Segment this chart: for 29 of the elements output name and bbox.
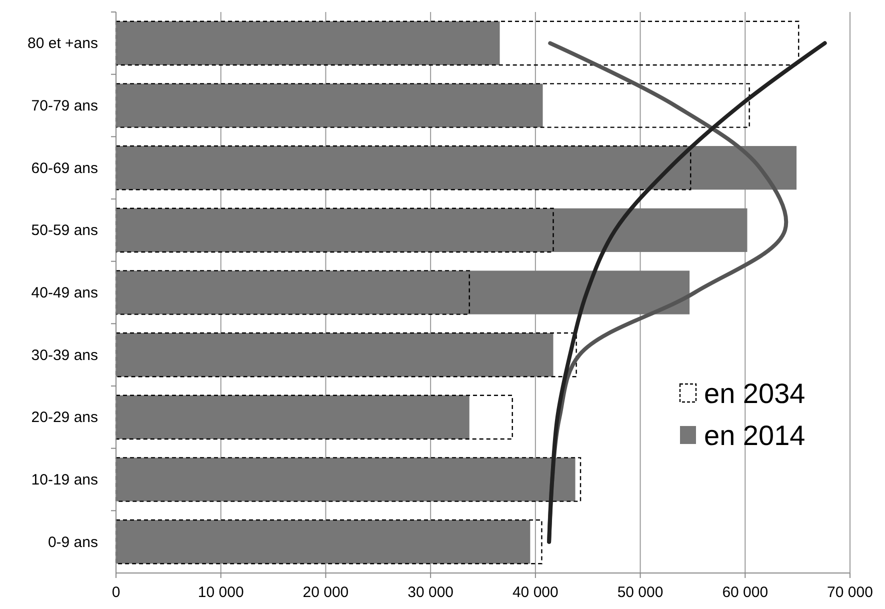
y-tick-label: 0-9 ans — [48, 534, 98, 551]
x-tick-label: 60 000 — [722, 584, 768, 601]
y-tick-label: 40-49 ans — [31, 284, 98, 302]
bar — [115, 208, 554, 253]
y-tick-label: 20-29 ans — [31, 409, 98, 426]
bar — [115, 145, 692, 190]
x-tick-label: 40 000 — [512, 584, 558, 601]
x-tick-label: 0 — [112, 584, 120, 601]
x-tick-label: 50 000 — [617, 584, 664, 601]
bar — [115, 83, 750, 128]
x-tick-label: 20 000 — [302, 584, 349, 601]
x-tick-label: 10 000 — [198, 584, 244, 601]
bar — [116, 208, 748, 252]
bar — [116, 270, 690, 314]
y-tick-label: 60-69 ans — [31, 160, 98, 177]
bar — [116, 146, 797, 190]
y-tick-label: 10-19 ans — [31, 472, 98, 488]
x-tick-label: 70 000 — [827, 584, 873, 601]
y-tick-label: 50-59 ans — [31, 222, 98, 240]
x-tick-label: 30 000 — [408, 584, 454, 601]
legend-label: en 2014 — [704, 420, 806, 451]
y-tick-label: 80 et +ans — [28, 35, 98, 52]
bar — [115, 20, 800, 66]
y-tick-label: 30-39 ans — [31, 346, 98, 364]
bar — [116, 21, 500, 65]
bar — [116, 84, 543, 128]
y-tick-label: 70-79 ans — [31, 98, 98, 114]
bar — [115, 270, 470, 315]
legend-label: en 2034 — [704, 378, 806, 409]
